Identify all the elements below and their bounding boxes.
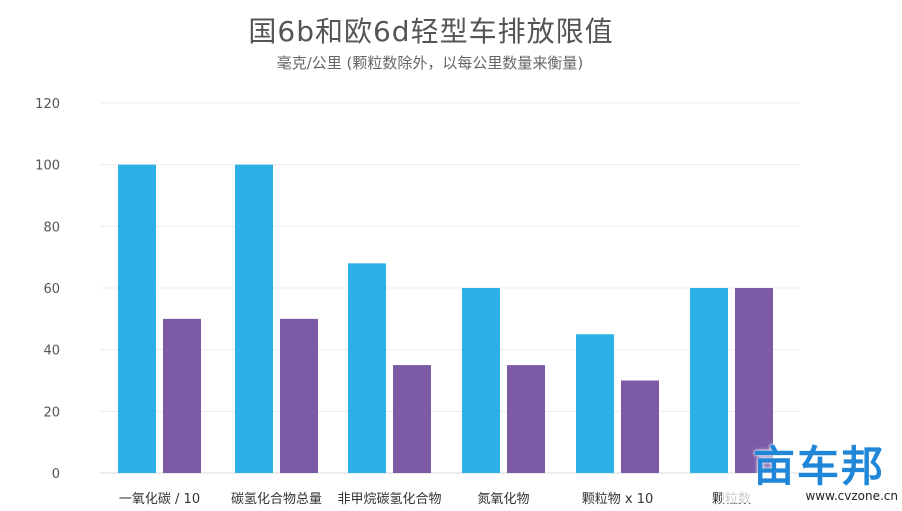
bar-series-1 (690, 288, 728, 473)
y-tick-label: 0 (52, 467, 60, 482)
chart-subtitle: 毫克/公里 (颗粒数除外，以每公里数量来衡量) (276, 54, 584, 72)
bar-series-1 (118, 164, 156, 473)
chart-title: 国6b和欧6d轻型车排放限值 (248, 15, 614, 48)
bar-series-1 (462, 288, 500, 473)
y-tick-label: 60 (43, 282, 60, 297)
x-category-label: 氮氧化物 (477, 492, 529, 507)
y-tick-label: 20 (43, 405, 60, 420)
bar-series-2 (280, 318, 318, 473)
watermark: 亩车邦 www.cvzone.cn (722, 431, 902, 511)
bar-series-2 (735, 288, 773, 473)
y-tick-label: 80 (43, 220, 60, 235)
watermark-logo: 亩车邦 (752, 442, 885, 491)
bar-series-1 (235, 164, 273, 473)
x-category-label: 非甲烷碳氢化合物 (337, 492, 441, 507)
bar-series-2 (507, 365, 545, 473)
x-category-label: 碳氢化合物总量 (231, 492, 322, 507)
x-category-label: 一氧化碳 / 10 (119, 492, 200, 507)
bar-series-1 (576, 334, 614, 473)
bar-series-2 (393, 365, 431, 473)
bar-series-2 (163, 318, 201, 473)
y-tick-label: 40 (43, 344, 60, 359)
x-category-label: 颗粒物 x 10 (582, 492, 654, 507)
y-tick-label: 100 (35, 159, 60, 174)
bar-series-1 (348, 263, 386, 473)
watermark-url: www.cvzone.cn (722, 489, 898, 503)
y-tick-label: 120 (35, 97, 60, 112)
bar-series-2 (621, 380, 659, 473)
